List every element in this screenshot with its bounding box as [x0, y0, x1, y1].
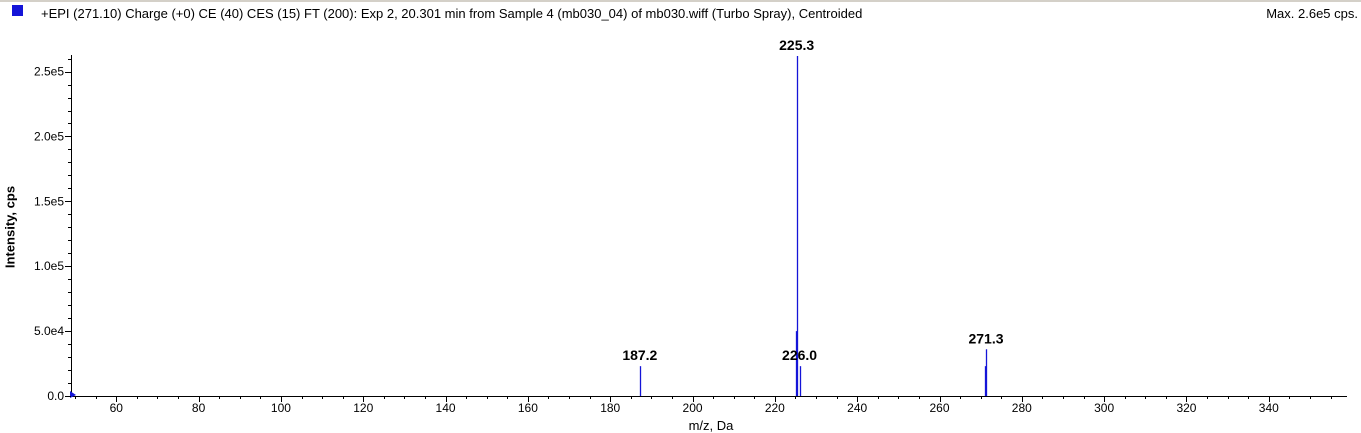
x-tick-label: 60 — [110, 401, 124, 415]
y-tick-label: 1.0e5 — [34, 259, 64, 273]
y-tick-label: 5.0e4 — [34, 324, 64, 338]
max-intensity-label: Max. 2.6e5 cps. — [1266, 6, 1358, 21]
x-tick-label: 120 — [353, 401, 373, 415]
x-tick-label: 300 — [1094, 401, 1114, 415]
x-tick-label: 340 — [1259, 401, 1279, 415]
peak-bars — [639, 56, 988, 396]
x-tick-label: 100 — [271, 401, 291, 415]
x-tick-label: 80 — [192, 401, 206, 415]
x-tick-label: 240 — [847, 401, 867, 415]
peak-label: 225.3 — [779, 37, 814, 53]
peak-label: 187.2 — [622, 347, 657, 363]
peak-label: 226.0 — [782, 347, 817, 363]
y-tick-label: 0.0 — [47, 389, 64, 403]
y-tick-label: 2.0e5 — [34, 129, 64, 143]
x-tick-label: 160 — [518, 401, 538, 415]
series-color-marker-icon — [12, 5, 23, 16]
x-tick-label: 180 — [600, 401, 620, 415]
window-top-border — [0, 0, 1361, 2]
x-tick-label: 280 — [1012, 401, 1032, 415]
y-tick-label: 2.5e5 — [34, 65, 64, 79]
peak-labels: 187.2 225.3 226.0 271.3 — [622, 37, 1003, 363]
x-axis-label: m/z, Da — [688, 418, 734, 433]
y-tick-label: 1.5e5 — [34, 194, 64, 208]
tick-marks: 0.0 5.0e4 1.0e5 1.5e5 2.0e5 2.5e5 60 80 100 120 14… — [34, 59, 1332, 415]
origin-marker-icon — [70, 391, 76, 398]
peak-label: 271.3 — [968, 330, 1003, 346]
x-tick-label: 320 — [1176, 401, 1196, 415]
spectrum-title: +EPI (271.10) Charge (+0) CE (40) CES (1… — [41, 6, 863, 21]
x-tick-label: 140 — [436, 401, 456, 415]
x-tick-label: 220 — [765, 401, 785, 415]
axes — [70, 55, 1347, 398]
x-tick-label: 260 — [929, 401, 949, 415]
x-tick-label: 200 — [683, 401, 703, 415]
